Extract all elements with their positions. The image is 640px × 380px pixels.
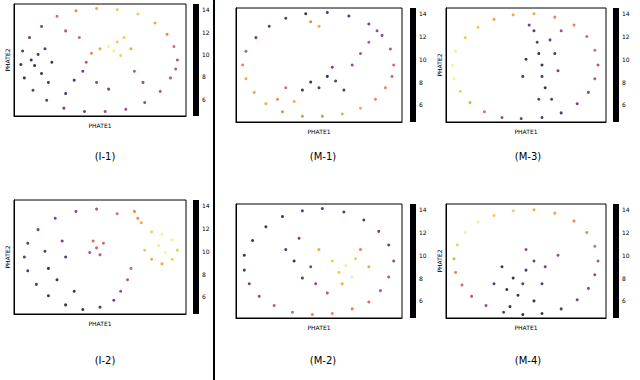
svg-text:10: 10 — [202, 51, 210, 58]
svg-text:PHATE2: PHATE2 — [4, 48, 11, 71]
svg-text:PHATE2: PHATE2 — [4, 245, 11, 268]
svg-text:14: 14 — [419, 10, 427, 17]
svg-text:(M-2): (M-2) — [310, 355, 337, 366]
svg-text:PHATE1: PHATE1 — [514, 324, 537, 331]
svg-text:(I-2): (I-2) — [95, 355, 116, 366]
svg-text:6: 6 — [622, 297, 626, 304]
svg-text:10: 10 — [419, 252, 427, 259]
svg-text:(M-4): (M-4) — [515, 355, 542, 366]
svg-text:14: 14 — [202, 6, 210, 13]
svg-text:6: 6 — [419, 297, 423, 304]
svg-text:10: 10 — [622, 56, 630, 63]
svg-text:6: 6 — [419, 101, 423, 108]
svg-text:12: 12 — [622, 33, 630, 40]
svg-text:6: 6 — [622, 101, 626, 108]
svg-text:6: 6 — [202, 96, 206, 103]
svg-text:14: 14 — [202, 202, 210, 209]
svg-text:PHATE1: PHATE1 — [514, 128, 537, 135]
svg-text:(M-3): (M-3) — [515, 151, 542, 162]
svg-text:(M-1): (M-1) — [310, 151, 337, 162]
svg-text:8: 8 — [202, 73, 206, 80]
svg-text:8: 8 — [622, 275, 626, 282]
svg-text:8: 8 — [419, 275, 423, 282]
svg-text:PHATE1: PHATE1 — [88, 122, 111, 129]
svg-text:14: 14 — [622, 10, 630, 17]
svg-text:12: 12 — [622, 229, 630, 236]
svg-text:PHATE1: PHATE1 — [88, 320, 111, 327]
svg-text:8: 8 — [202, 271, 206, 278]
svg-text:(I-1): (I-1) — [95, 151, 116, 162]
svg-text:10: 10 — [622, 252, 630, 259]
svg-text:12: 12 — [419, 229, 427, 236]
svg-text:8: 8 — [622, 79, 626, 86]
svg-text:PHATE1: PHATE1 — [307, 324, 330, 331]
svg-text:14: 14 — [622, 206, 630, 213]
svg-text:PHATE2: PHATE2 — [436, 249, 443, 272]
svg-text:12: 12 — [202, 225, 210, 232]
svg-text:10: 10 — [419, 56, 427, 63]
svg-text:PHATE2: PHATE2 — [436, 53, 443, 76]
svg-text:8: 8 — [419, 79, 423, 86]
svg-text:10: 10 — [202, 248, 210, 255]
svg-text:6: 6 — [202, 293, 206, 300]
svg-text:PHATE1: PHATE1 — [307, 128, 330, 135]
svg-text:14: 14 — [419, 206, 427, 213]
svg-text:12: 12 — [202, 29, 210, 36]
svg-text:12: 12 — [419, 33, 427, 40]
